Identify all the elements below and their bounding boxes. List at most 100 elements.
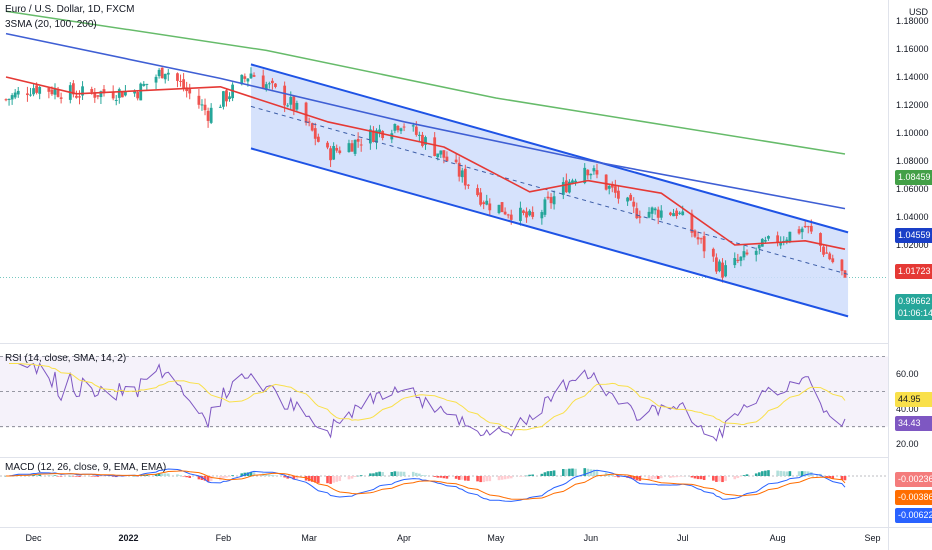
candle-body — [439, 150, 443, 155]
macd-histogram-bar — [672, 476, 675, 478]
candle-body — [763, 240, 767, 242]
macd-histogram-bar — [825, 476, 828, 478]
candle-body — [359, 144, 363, 146]
time-tick-label: Sep — [865, 533, 881, 543]
candle-body — [326, 142, 329, 148]
macd-histogram-bar — [589, 469, 593, 476]
price-panel[interactable] — [0, 10, 888, 318]
rsi-tick-label: 20.00 — [896, 439, 919, 449]
rsi-panel[interactable] — [0, 356, 888, 442]
candle-body — [270, 80, 274, 84]
candle-body — [681, 211, 685, 216]
sma200-line — [5, 10, 846, 155]
candle-body — [378, 129, 381, 133]
macd-histogram-bar — [543, 472, 547, 476]
macd-histogram-bar — [375, 472, 378, 476]
macd-histogram-bar — [702, 476, 706, 481]
macd-signal-line — [6, 470, 846, 500]
candle-body — [289, 96, 293, 105]
candle-body — [724, 265, 727, 277]
macd-histogram-bar — [776, 470, 779, 476]
macd-histogram-bar — [50, 475, 54, 476]
macd-indicator-label[interactable]: MACD (12, 26, close, 9, EMA, EMA) — [5, 462, 167, 473]
macd-histogram-bar — [831, 476, 835, 479]
macd-histogram-bar — [464, 476, 467, 481]
macd-histogram-bar — [721, 476, 724, 483]
candle-body — [522, 210, 525, 214]
candle-body — [176, 73, 179, 81]
macd-histogram-bar — [454, 476, 458, 479]
candle-body — [411, 125, 415, 127]
candle-body — [653, 208, 657, 211]
candle-body — [240, 74, 244, 85]
candle-body — [375, 130, 378, 143]
candle-body — [659, 210, 663, 218]
macd-histogram-bar — [519, 476, 522, 477]
candle-body — [29, 94, 32, 96]
sma-indicator-label[interactable]: 3SMA (20, 100, 200) — [5, 19, 97, 30]
time-tick-label: Jun — [584, 533, 599, 543]
macd-histogram-bar — [393, 471, 397, 476]
macd-histogram-bar — [506, 476, 510, 479]
candle-body — [206, 110, 210, 121]
candle-body — [421, 134, 424, 146]
candle-body — [313, 128, 317, 139]
candle-body — [307, 121, 311, 123]
macd-signal-tag: -0.00386 — [895, 490, 932, 505]
macd-histogram-bar — [739, 476, 743, 477]
candle-body — [788, 231, 792, 242]
candle-body — [283, 85, 287, 106]
candle-body — [638, 216, 642, 218]
macd-histogram-bar — [690, 476, 694, 478]
candle-body — [350, 143, 354, 152]
macd-histogram-bar — [586, 468, 590, 476]
candle-body — [678, 212, 682, 214]
price-tick-label: 1.10000 — [896, 128, 929, 138]
macd-histogram-bar — [326, 476, 329, 484]
macd-histogram-bar — [182, 476, 185, 477]
macd-histogram-bar — [372, 473, 375, 476]
candle-body — [59, 97, 63, 99]
macd-histogram-bar — [99, 476, 103, 477]
macd-histogram-bar — [29, 475, 32, 476]
macd-histogram-bar — [179, 475, 182, 476]
rsi-indicator-label[interactable]: RSI (14, close, SMA, 14, 2) — [5, 353, 127, 364]
candle-body — [222, 91, 225, 107]
macd-histogram-bar — [317, 476, 320, 483]
macd-histogram-bar — [72, 476, 75, 477]
currency-label: USD — [908, 7, 928, 17]
macd-histogram-bar — [565, 469, 568, 476]
candle-body — [50, 89, 54, 95]
rsi-value-tag: 34.43 — [895, 416, 932, 431]
macd-histogram-bar — [745, 474, 749, 476]
macd-panel[interactable] — [0, 468, 888, 502]
candle-body — [690, 213, 694, 233]
macd-histogram-bar — [418, 473, 421, 476]
candle-body — [200, 104, 204, 106]
candle-body — [157, 69, 161, 77]
candle-body — [218, 106, 222, 108]
symbol-title[interactable]: Euro / U.S. Dollar, 1D, FXCM — [5, 4, 135, 15]
macd-histogram-bar — [102, 476, 106, 477]
candle-body — [702, 236, 706, 252]
candle-body — [286, 105, 290, 107]
candle-body — [568, 181, 571, 193]
macd-histogram-bar — [485, 476, 489, 482]
macd-histogram-bar — [206, 476, 210, 482]
candle-body — [549, 197, 553, 204]
candle-body — [675, 210, 678, 216]
candle-body — [179, 80, 182, 82]
candle-body — [776, 235, 780, 243]
time-tick-label: Jul — [677, 533, 689, 543]
macd-histogram-bar — [399, 471, 403, 476]
candle-body — [197, 95, 201, 105]
candle-body — [485, 200, 489, 205]
macd-histogram-bar — [617, 476, 620, 478]
macd-histogram-bar — [488, 476, 492, 482]
macd-histogram-bar — [390, 471, 394, 476]
candle-body — [81, 86, 84, 96]
candle-body — [669, 212, 672, 215]
macd-histogram-bar — [656, 476, 660, 479]
candle-body — [479, 192, 483, 205]
macd-histogram-bar — [411, 471, 415, 476]
